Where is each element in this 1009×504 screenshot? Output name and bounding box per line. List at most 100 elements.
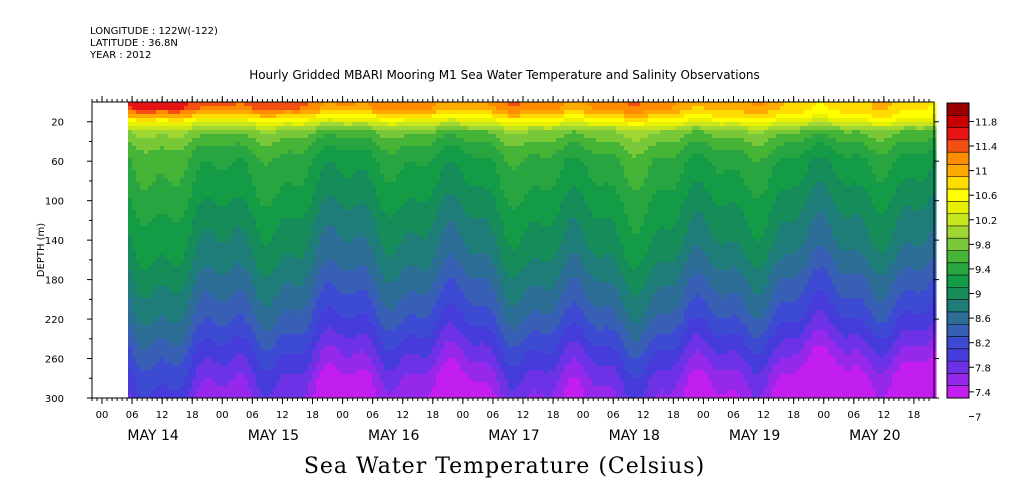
heatmap-cell bbox=[532, 258, 537, 287]
heatmap-cell bbox=[716, 174, 721, 207]
colorbar-swatch bbox=[947, 201, 969, 215]
heatmap-cell bbox=[224, 102, 229, 107]
heatmap-cell bbox=[688, 122, 693, 127]
heatmap-cell bbox=[628, 114, 633, 119]
heatmap-cell bbox=[916, 246, 921, 271]
heatmap-cell bbox=[352, 102, 357, 107]
heatmap-cell bbox=[912, 122, 917, 127]
heatmap-cell bbox=[376, 334, 381, 355]
colorbar-label: 7 bbox=[975, 412, 981, 423]
heatmap-cell bbox=[324, 346, 329, 367]
heatmap-cell bbox=[812, 186, 817, 219]
heatmap-cell bbox=[344, 210, 349, 243]
heatmap-cell bbox=[868, 346, 873, 363]
heatmap-cell bbox=[552, 390, 557, 398]
heatmap-cell bbox=[760, 118, 765, 123]
heatmap-cell bbox=[244, 146, 249, 163]
heatmap-cell bbox=[804, 174, 809, 203]
heatmap-cell bbox=[700, 182, 705, 215]
heatmap-cell bbox=[524, 110, 529, 115]
heatmap-cell bbox=[396, 210, 401, 247]
heatmap-cell bbox=[248, 106, 253, 111]
heatmap-cell bbox=[424, 338, 429, 359]
heatmap-cell bbox=[920, 154, 925, 183]
heatmap-cell bbox=[484, 254, 489, 279]
heatmap-cell bbox=[756, 162, 761, 199]
heatmap-cell bbox=[364, 266, 369, 291]
heatmap-cell bbox=[876, 122, 881, 127]
heatmap-cell bbox=[468, 342, 473, 363]
heatmap-cell bbox=[268, 306, 273, 331]
heatmap-cell bbox=[528, 314, 533, 335]
heatmap-cell bbox=[504, 342, 509, 363]
heatmap-cell bbox=[672, 310, 677, 331]
heatmap-cell bbox=[264, 102, 269, 111]
heatmap-cell bbox=[928, 102, 933, 107]
colorbar-label: 7.4 bbox=[975, 388, 991, 399]
heatmap-cell bbox=[732, 294, 737, 315]
heatmap-cell bbox=[576, 110, 581, 115]
heatmap-cell bbox=[372, 142, 377, 159]
heatmap-cell bbox=[668, 122, 673, 127]
heatmap-cell bbox=[196, 206, 201, 243]
heatmap-cell bbox=[660, 390, 665, 398]
heatmap-cell bbox=[416, 266, 421, 295]
heatmap-cell bbox=[840, 250, 845, 275]
heatmap-cell bbox=[168, 390, 173, 398]
heatmap-cell bbox=[428, 162, 433, 199]
heatmap-cell bbox=[580, 134, 585, 147]
heatmap-cell bbox=[648, 302, 653, 323]
heatmap-cell bbox=[676, 154, 681, 183]
heatmap-cell bbox=[720, 270, 725, 299]
colorbar-label: 11.4 bbox=[975, 142, 997, 153]
heatmap-cell bbox=[484, 122, 489, 127]
heatmap-cell bbox=[584, 202, 589, 243]
heatmap-cell bbox=[656, 122, 661, 127]
heatmap-cell bbox=[188, 366, 193, 391]
heatmap-cell bbox=[740, 130, 745, 139]
heatmap-cell bbox=[148, 110, 153, 115]
heatmap-cell bbox=[168, 290, 173, 323]
heatmap-cell bbox=[904, 310, 909, 331]
heatmap-cell bbox=[568, 278, 573, 307]
heatmap-cell bbox=[724, 334, 729, 355]
heatmap-cell bbox=[148, 326, 153, 347]
heatmap-cell bbox=[708, 230, 713, 263]
heatmap-cell bbox=[368, 118, 373, 123]
heatmap-cell bbox=[384, 390, 389, 398]
heatmap-cell bbox=[228, 106, 233, 111]
heatmap-cell bbox=[532, 142, 537, 155]
heatmap-cell bbox=[548, 114, 553, 119]
heatmap-cell bbox=[848, 218, 853, 251]
heatmap-cell bbox=[788, 278, 793, 303]
heatmap-cell bbox=[668, 230, 673, 263]
heatmap-cell bbox=[608, 218, 613, 255]
heatmap-cell bbox=[444, 130, 449, 135]
heatmap-cell bbox=[476, 126, 481, 131]
heatmap-cell bbox=[860, 354, 865, 371]
heatmap-cell bbox=[468, 278, 473, 303]
heatmap-cell bbox=[716, 118, 721, 123]
heatmap-cell bbox=[504, 270, 509, 299]
heatmap-cell bbox=[688, 118, 693, 123]
heatmap-cell bbox=[900, 102, 905, 111]
heatmap-cell bbox=[916, 210, 921, 247]
heatmap-cell bbox=[252, 258, 257, 287]
heatmap-cell bbox=[600, 126, 605, 131]
heatmap-cell bbox=[364, 118, 369, 123]
heatmap-cell bbox=[712, 150, 717, 167]
heatmap-cell bbox=[672, 142, 677, 159]
heatmap-cell bbox=[284, 354, 289, 375]
heatmap-cell bbox=[760, 130, 765, 135]
heatmap-cell bbox=[328, 306, 333, 327]
heatmap-cell bbox=[240, 230, 245, 267]
heatmap-cell bbox=[672, 350, 677, 367]
heatmap-cell bbox=[616, 102, 621, 111]
heatmap-cell bbox=[452, 122, 457, 127]
heatmap-cell bbox=[424, 122, 429, 127]
heatmap-cell bbox=[344, 122, 349, 127]
colorbar-swatch bbox=[947, 250, 969, 264]
heatmap-cell bbox=[784, 302, 789, 323]
colorbar-swatch bbox=[947, 311, 969, 325]
heatmap-cell bbox=[412, 122, 417, 127]
